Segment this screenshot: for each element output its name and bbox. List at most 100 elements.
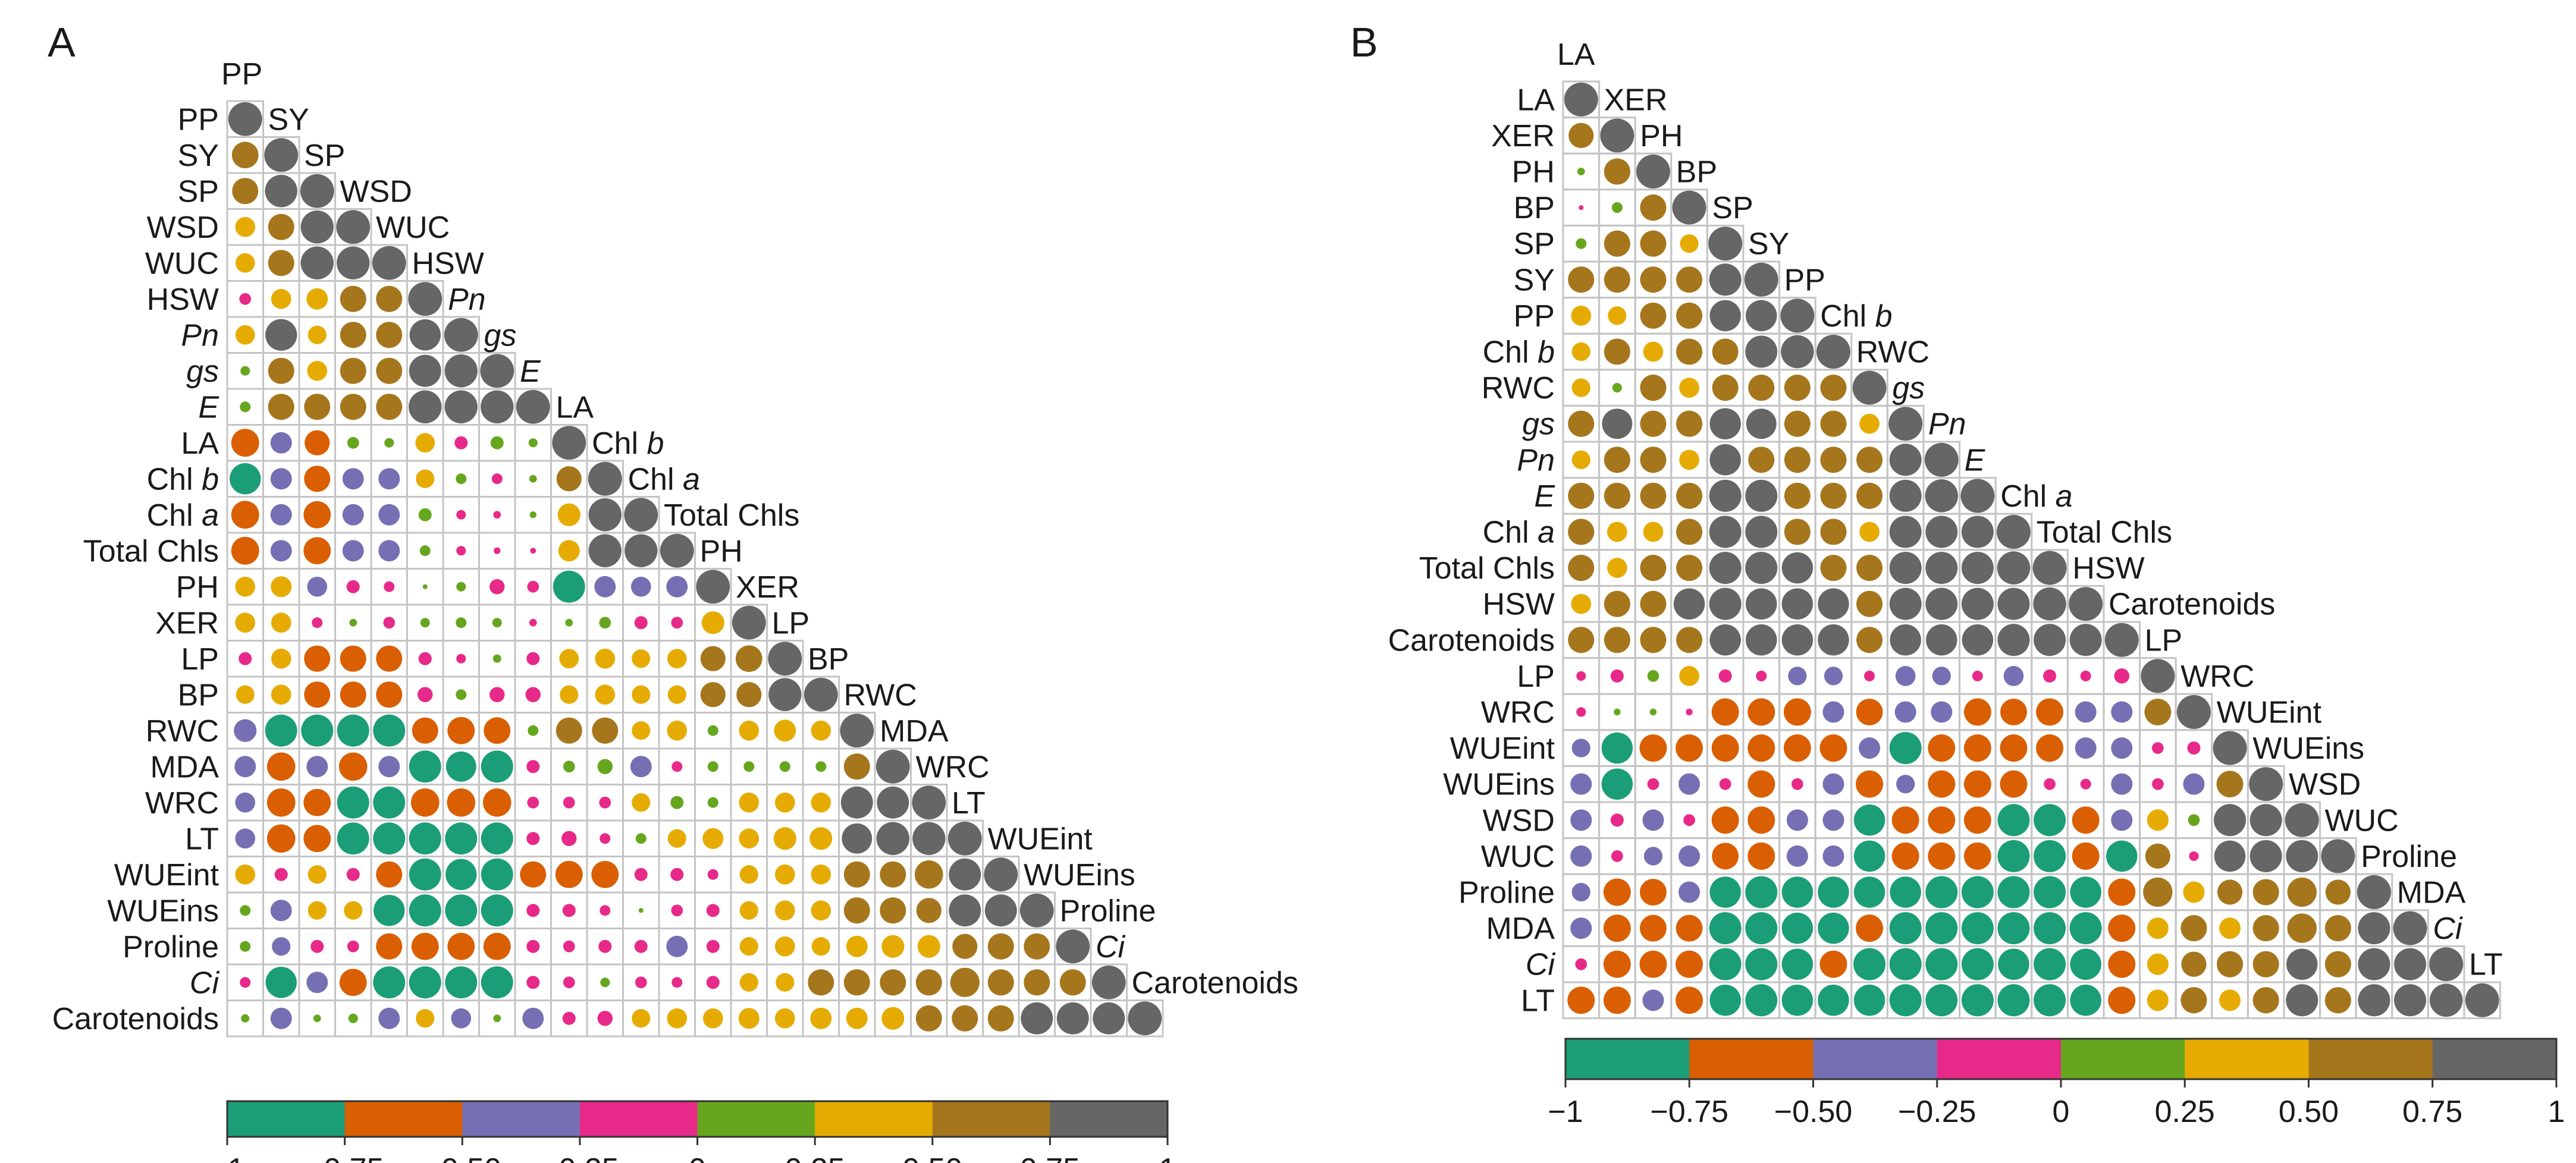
panel-a-corr-circle xyxy=(492,654,501,663)
panel-b-corr-circle xyxy=(1926,624,1957,656)
panel-a-corr-circle xyxy=(346,867,360,881)
panel-a-corr-circle xyxy=(409,822,441,855)
panel-b-colorbar-tick-label: 0.25 xyxy=(2155,1095,2215,1129)
panel-a-corr-circle xyxy=(732,605,766,640)
panel-a-corr-circle xyxy=(563,940,575,953)
panel-b-corr-circle xyxy=(1925,552,1958,584)
panel-a-corr-circle xyxy=(811,792,832,813)
panel-b-corr-circle xyxy=(1852,370,1887,405)
panel-b-corr-circle xyxy=(1963,698,1991,726)
panel-b-diag-label: PH xyxy=(1640,119,1683,153)
panel-a-corr-circle xyxy=(700,646,726,671)
panel-b-corr-circle xyxy=(1611,850,1623,862)
panel-a-row-label: WUEins xyxy=(107,894,219,928)
panel-a-corr-circle xyxy=(562,904,576,917)
panel-a-corr-circle xyxy=(739,973,758,992)
panel-b-label: B xyxy=(1350,19,1378,65)
panel-b-corr-circle xyxy=(2108,878,2136,906)
panel-a-corr-circle xyxy=(454,436,468,450)
panel-a-corr-circle xyxy=(342,540,364,562)
panel-a-corr-circle xyxy=(638,908,644,913)
panel-a-corr-circle xyxy=(268,213,294,240)
panel-b-corr-circle xyxy=(2321,839,2355,873)
panel-b-corr-circle xyxy=(2325,879,2351,905)
panel-a-row-label: SP xyxy=(178,174,219,209)
panel-b-corr-circle xyxy=(1571,882,1590,902)
panel-a-corr-circle xyxy=(670,796,684,809)
panel-b-corr-circle xyxy=(1925,912,1958,945)
panel-a-corr-circle xyxy=(559,649,579,669)
panel-b-row-label: SY xyxy=(1514,263,1555,297)
panel-b-corr-circle xyxy=(2111,809,2133,831)
panel-b-corr-circle xyxy=(2217,951,2244,977)
panel-a-corr-circle xyxy=(447,716,475,744)
panel-b-corr-circle xyxy=(1889,912,1922,945)
panel-b-row-label: WUEins xyxy=(1443,768,1555,802)
panel-a-corr-circle xyxy=(270,1007,292,1029)
panel-b-corr-circle xyxy=(1576,671,1586,681)
panel-b-corr-circle xyxy=(1604,482,1630,509)
panel-a-corr-circle xyxy=(702,1008,723,1029)
panel-b-corr-circle xyxy=(1925,984,1958,1017)
panel-b-corr-circle xyxy=(2069,912,2102,945)
panel-a-corr-circle xyxy=(235,325,255,345)
panel-b-corr-circle xyxy=(2324,987,2351,1014)
panel-a-colorbar-tick-label: −0.25 xyxy=(541,1152,619,1163)
panel-b-corr-circle xyxy=(1603,950,1631,978)
panel-a-corr-circle xyxy=(241,1014,250,1023)
panel-b-corr-circle xyxy=(2393,911,2427,945)
panel-b-corr-circle xyxy=(1602,408,1633,439)
panel-b-corr-circle xyxy=(1709,300,1741,332)
panel-b-corr-circle xyxy=(1781,624,1813,656)
panel-b-corr-circle xyxy=(1819,734,1847,762)
panel-a-corr-circle xyxy=(707,725,718,736)
panel-b-corr-circle xyxy=(1640,375,1667,401)
panel-a-diag-label: LA xyxy=(556,390,594,425)
panel-b-corr-circle xyxy=(1746,300,1777,332)
panel-a-corr-circle xyxy=(271,684,291,705)
panel-b-corr-circle xyxy=(1963,806,1991,834)
panel-b-colorbar-segment xyxy=(2185,1039,2309,1079)
panel-a-corr-circle xyxy=(376,394,403,420)
panel-b-diag-label: LP xyxy=(2145,623,2183,658)
panel-b-row-label: Total Chls xyxy=(1419,551,1555,586)
panel-a-corr-circle xyxy=(240,977,251,988)
panel-a-row-label: Ci xyxy=(190,966,220,1000)
panel-b-colorbar-segment xyxy=(2061,1039,2185,1079)
panel-a-corr-circle xyxy=(490,436,504,450)
panel-b-corr-circle xyxy=(1781,876,1813,908)
panel-b-corr-circle xyxy=(2044,778,2056,790)
panel-b-diag-label: MDA xyxy=(2397,876,2466,910)
panel-a-corr-circle xyxy=(270,468,292,490)
panel-b-corr-circle xyxy=(1571,378,1590,397)
panel-a-corr-circle xyxy=(409,750,441,783)
panel-b-corr-circle xyxy=(1672,190,1706,225)
panel-a-corr-circle xyxy=(376,861,403,888)
panel-a-corr-circle xyxy=(768,642,802,676)
panel-a-corr-circle xyxy=(774,792,795,813)
panel-a-corr-circle xyxy=(588,498,622,532)
panel-a-corr-circle xyxy=(456,510,466,520)
panel-a-corr-circle xyxy=(696,570,730,604)
panel-a-corr-circle xyxy=(344,901,363,920)
panel-b-corr-circle xyxy=(1709,408,1741,439)
panel-a-corr-circle xyxy=(445,859,477,890)
panel-a-corr-circle xyxy=(667,685,686,704)
panel-a-corr-circle xyxy=(304,466,331,492)
panel-b-corr-circle xyxy=(1676,950,1703,978)
panel-b-colorbar-tick-label: −0.25 xyxy=(1898,1095,1976,1129)
panel-b-corr-circle xyxy=(1676,518,1703,545)
panel-a-corr-circle xyxy=(411,932,439,960)
panel-a-corr-circle xyxy=(308,325,327,344)
panel-a-corr-circle xyxy=(493,1014,501,1023)
panel-a-corr-circle xyxy=(701,611,724,634)
panel-a-row-label: Proline xyxy=(123,930,219,964)
panel-a-corr-circle xyxy=(340,357,366,384)
panel-b-corr-circle xyxy=(2108,914,2136,942)
panel-b-row-label: PH xyxy=(1512,155,1555,190)
panel-b-corr-circle xyxy=(1746,588,1777,620)
panel-b-corr-circle xyxy=(1568,266,1595,293)
panel-b-corr-circle xyxy=(1745,876,1778,909)
panel-b-corr-circle xyxy=(1859,413,1880,434)
